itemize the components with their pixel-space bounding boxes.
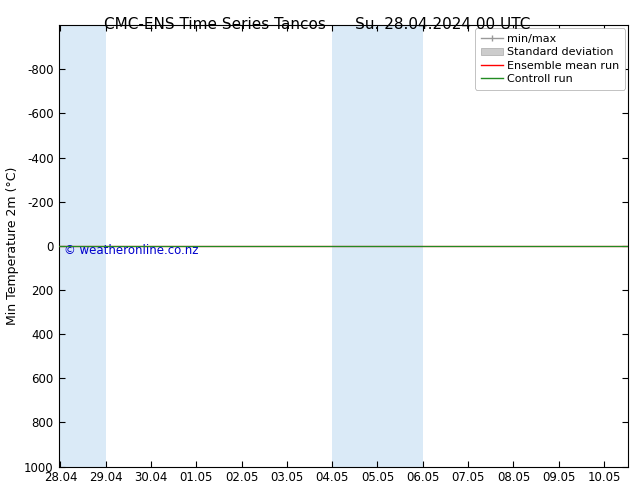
Bar (377, 25, 423, 466)
Text: © weatheronline.co.nz: © weatheronline.co.nz (64, 244, 199, 257)
Y-axis label: Min Temperature 2m (°C): Min Temperature 2m (°C) (6, 167, 18, 325)
Bar (60, 25, 106, 466)
Bar (332, 25, 377, 466)
Legend: min/max, Standard deviation, Ensemble mean run, Controll run: min/max, Standard deviation, Ensemble me… (475, 28, 625, 90)
Text: CMC-ENS Time Series Tancos      Su. 28.04.2024 00 UTC: CMC-ENS Time Series Tancos Su. 28.04.202… (104, 17, 530, 32)
